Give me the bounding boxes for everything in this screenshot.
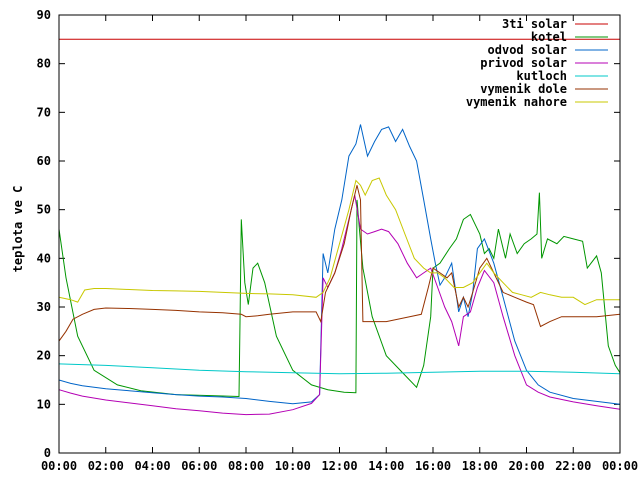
legend-label-privod-solar: privod solar xyxy=(480,56,567,70)
x-tick-label: 02:00 xyxy=(88,459,124,473)
plot-area-frame xyxy=(58,14,621,454)
series-line-kotel xyxy=(58,192,621,398)
x-tick-label: 20:00 xyxy=(508,459,544,473)
x-tick-label: 04:00 xyxy=(134,459,170,473)
series-line-vymenik-nahore xyxy=(58,177,620,306)
x-tick-label: 18:00 xyxy=(462,459,498,473)
y-axis-title: teplota ve C xyxy=(11,186,25,273)
series-lines xyxy=(58,38,621,416)
legend-label-3ti-solar: 3ti solar xyxy=(502,17,567,31)
y-tick-label: 50 xyxy=(37,203,51,217)
series-line-privod-solar xyxy=(58,194,621,416)
legend-label-vymenik-dole: vymenik dole xyxy=(480,82,567,96)
legend-label-kutloch: kutloch xyxy=(516,69,567,83)
y-tick-label: 60 xyxy=(37,154,51,168)
y-tick-label: 40 xyxy=(37,251,51,265)
y-tick-label: 80 xyxy=(37,57,51,71)
x-tick-label: 10:00 xyxy=(275,459,311,473)
y-tick-label: 30 xyxy=(37,300,51,314)
series-line-kutloch xyxy=(58,363,621,375)
y-tick-label: 10 xyxy=(37,397,51,411)
legend-label-kotel: kotel xyxy=(531,30,567,44)
x-tick-label: 08:00 xyxy=(228,459,264,473)
y-tick-label: 0 xyxy=(44,446,51,460)
axis-ticks: 0 10 20 30 40 50 60 70 80 90 00:00 02:00 04:00 06:00 0… xyxy=(37,8,639,473)
x-tick-label: 16:00 xyxy=(415,459,451,473)
legend-label-vymenik-nahore: vymenik nahore xyxy=(466,95,567,109)
series-line-vymenik-dole xyxy=(58,185,621,342)
x-tick-label: 12:00 xyxy=(321,459,357,473)
x-tick-label: 00:00 xyxy=(602,459,638,473)
series-line-odvod-solar xyxy=(58,124,621,405)
x-tick-label: 22:00 xyxy=(555,459,591,473)
x-tick-label: 00:00 xyxy=(41,459,77,473)
x-tick-label: 06:00 xyxy=(181,459,217,473)
y-axis-label: teplota ve C xyxy=(11,186,25,273)
legend-label-odvod-solar: odvod solar xyxy=(488,43,567,57)
x-tick-label: 14:00 xyxy=(368,459,404,473)
y-tick-label: 70 xyxy=(37,105,51,119)
y-tick-label: 20 xyxy=(37,349,51,363)
y-tick-label: 90 xyxy=(37,8,51,22)
